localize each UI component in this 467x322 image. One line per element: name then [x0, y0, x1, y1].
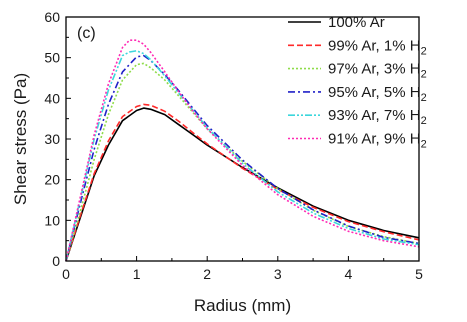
- y-tick-label: 30: [44, 131, 60, 147]
- legend-label: 100% Ar: [328, 14, 385, 31]
- x-axis-label: Radius (mm): [194, 296, 291, 315]
- x-tick-label: 1: [133, 266, 141, 282]
- y-tick-label: 50: [44, 50, 60, 66]
- legend-label: 97% Ar, 3% H2: [328, 61, 427, 81]
- series-line-3: [65, 62, 420, 262]
- y-tick-label: 10: [44, 212, 60, 228]
- legend-label: 99% Ar, 1% H2: [328, 37, 427, 57]
- data-lines: [65, 39, 420, 262]
- series-line-6: [65, 39, 420, 262]
- legend-label: 93% Ar, 7% H2: [328, 107, 427, 127]
- series-line-5: [65, 49, 420, 262]
- x-tick-label: 0: [62, 266, 70, 282]
- y-tick-label: 40: [44, 90, 60, 106]
- panel-label: (c): [77, 25, 96, 42]
- y-axis-label: Shear stress (Pa): [11, 73, 30, 205]
- y-tick-label: 20: [44, 172, 60, 188]
- x-tick-label: 5: [415, 266, 423, 282]
- y-tick-label: 0: [52, 253, 60, 269]
- legend-label: 91% Ar, 9% H2: [328, 131, 427, 151]
- legend: 100% Ar 99% Ar, 1% H2 97% Ar, 3% H2 95% Ar,…: [288, 14, 427, 151]
- x-tick-label: 3: [274, 266, 282, 282]
- y-tick-label: 60: [44, 9, 60, 25]
- legend-label: 95% Ar, 5% H2: [328, 84, 427, 104]
- series-line-2: [65, 103, 420, 262]
- x-tick-label: 4: [345, 266, 353, 282]
- series-line-4: [65, 54, 420, 262]
- plot-frame: [65, 16, 420, 262]
- x-tick-label: 2: [203, 266, 211, 282]
- series-line-1: [65, 107, 420, 262]
